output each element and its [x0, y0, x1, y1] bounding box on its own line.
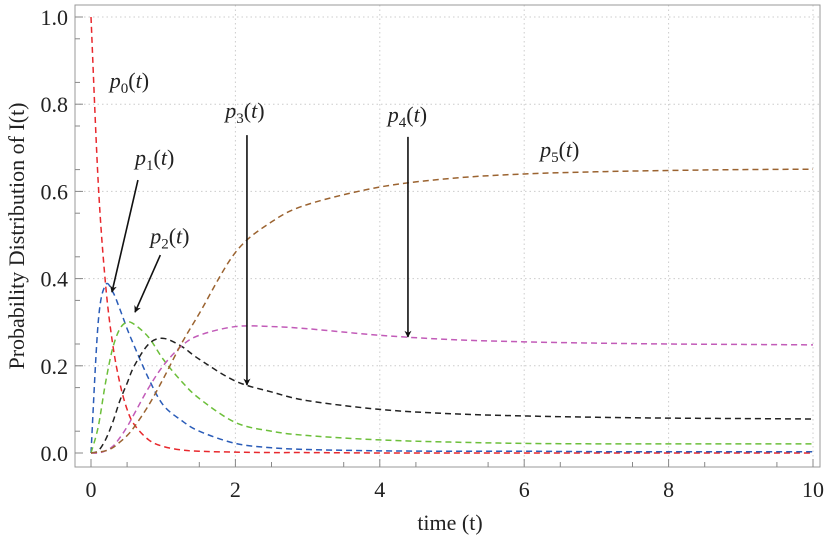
annotation-label: p2(t) [148, 224, 189, 253]
annotation-label: p0(t) [108, 68, 149, 97]
series-line-p3t [90, 337, 814, 454]
y-tick-label: 0.4 [41, 267, 69, 292]
annotation-label: p4(t) [386, 102, 427, 131]
series-line-p1t [90, 282, 813, 454]
series-line-p4t [90, 325, 814, 454]
y-tick-label: 0.6 [41, 179, 69, 204]
y-tick-label: 0.8 [41, 92, 69, 117]
x-tick-label: 8 [663, 477, 674, 502]
x-tick-label: 10 [802, 477, 824, 502]
annotations: p0(t) p1(t) p2(t) p3(t) p4(t) p5(t) [108, 68, 579, 386]
x-axis-label: time (t) [417, 510, 482, 535]
grid [75, 5, 820, 467]
series-line-p5t [90, 168, 814, 454]
annotation-arrow [134, 254, 162, 313]
y-tick-label: 1.0 [41, 5, 69, 30]
x-tick-label: 0 [86, 477, 97, 502]
annotation-label: p5(t) [538, 137, 579, 166]
annotation-label: p3(t) [223, 98, 264, 127]
x-tick-label: 6 [519, 477, 530, 502]
y-axis-label: Probability Distribution of I(t) [4, 102, 29, 369]
annotation-label: p1(t) [133, 145, 174, 174]
x-tick-label: 2 [230, 477, 241, 502]
series-line-p0t [90, 16, 813, 454]
axis-ticks: 0 2 4 6 8 10 0.0 0.2 0.4 0.6 0.8 1.0 [41, 5, 825, 502]
y-tick-label: 0.2 [41, 354, 69, 379]
plot-frame [74, 4, 821, 468]
series-line-p2t [90, 321, 813, 454]
y-tick-label: 0.0 [41, 441, 69, 466]
series-lines [90, 16, 814, 454]
annotation-arrow [109, 179, 139, 293]
x-tick-label: 4 [374, 477, 385, 502]
